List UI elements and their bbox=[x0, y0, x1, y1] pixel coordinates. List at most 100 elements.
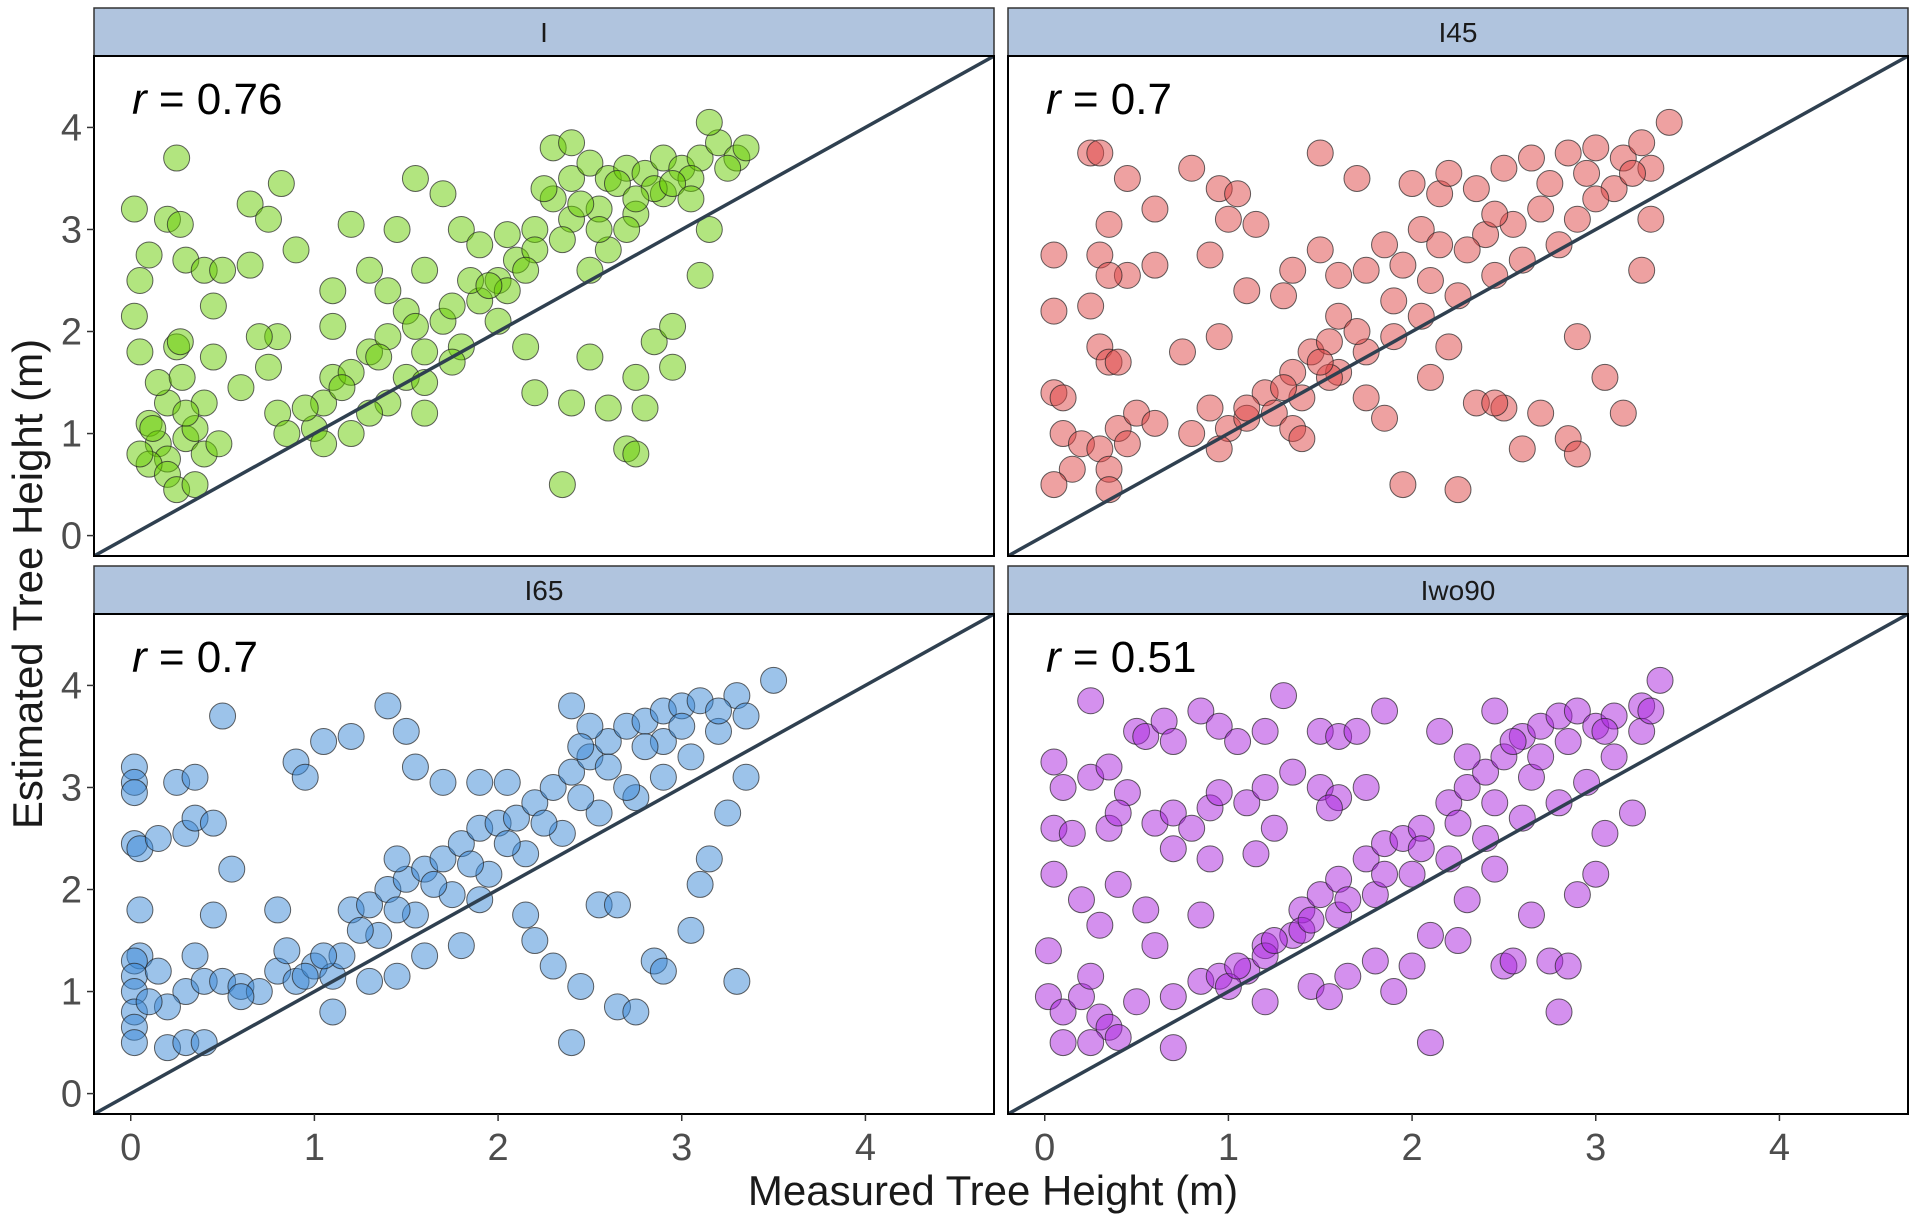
y-tick-label: 0 bbox=[61, 1074, 82, 1116]
x-tick-label: 2 bbox=[1402, 1127, 1423, 1169]
data-point bbox=[1600, 743, 1628, 771]
data-point bbox=[1187, 901, 1215, 929]
data-point bbox=[1554, 952, 1582, 980]
data-point bbox=[1609, 399, 1637, 427]
data-point bbox=[631, 733, 659, 761]
data-point bbox=[695, 215, 723, 243]
data-point bbox=[649, 957, 677, 985]
data-point bbox=[337, 420, 365, 448]
data-point bbox=[1426, 231, 1454, 259]
data-point bbox=[126, 338, 154, 366]
data-point bbox=[576, 149, 604, 177]
data-point bbox=[1453, 236, 1481, 264]
points-group bbox=[94, 56, 994, 556]
data-point bbox=[1279, 256, 1307, 284]
data-point bbox=[603, 170, 631, 198]
data-point bbox=[732, 763, 760, 791]
correlation-label: r = 0.7 bbox=[132, 633, 258, 682]
data-point bbox=[576, 343, 604, 371]
x-tick-label: 0 bbox=[1034, 1127, 1055, 1169]
data-point bbox=[319, 998, 347, 1026]
data-point bbox=[447, 215, 475, 243]
data-point bbox=[1178, 154, 1206, 182]
data-point bbox=[1141, 195, 1169, 223]
data-point bbox=[1563, 205, 1591, 233]
data-point bbox=[163, 144, 191, 172]
data-point bbox=[1058, 455, 1086, 483]
data-point bbox=[1352, 773, 1380, 801]
data-point bbox=[1205, 779, 1233, 807]
data-point bbox=[1196, 394, 1224, 422]
data-point bbox=[1224, 952, 1252, 980]
data-point bbox=[1407, 835, 1435, 863]
data-point bbox=[319, 277, 347, 305]
y-tick-label: 3 bbox=[61, 767, 82, 809]
data-point bbox=[168, 363, 196, 391]
data-point bbox=[1288, 425, 1316, 453]
data-point bbox=[1453, 743, 1481, 771]
panel-i: Ir = 0.76 0 1 2 3 4 bbox=[61, 7, 995, 558]
data-point bbox=[1297, 906, 1325, 934]
data-point bbox=[1453, 773, 1481, 801]
data-point bbox=[622, 363, 650, 391]
data-point bbox=[438, 348, 466, 376]
data-point bbox=[567, 784, 595, 812]
data-point bbox=[1563, 881, 1591, 909]
data-point bbox=[558, 1029, 586, 1057]
data-point bbox=[120, 779, 148, 807]
data-point bbox=[401, 753, 429, 781]
data-point bbox=[714, 154, 742, 182]
data-point bbox=[1159, 835, 1187, 863]
data-point bbox=[1453, 886, 1481, 914]
data-point bbox=[1637, 205, 1665, 233]
data-point bbox=[1582, 134, 1610, 162]
panels-layer: Ir = 0.76 0 1 2 3 4 I45 r = 0.7 I65 r = 0.7 0 1 2 3 4 0… bbox=[61, 7, 1909, 1169]
data-point bbox=[1095, 753, 1123, 781]
data-point bbox=[245, 323, 273, 351]
data-point bbox=[1034, 937, 1062, 965]
y-tick-label: 1 bbox=[61, 414, 82, 456]
data-point bbox=[1343, 318, 1371, 346]
data-point bbox=[1508, 435, 1536, 463]
data-point bbox=[273, 420, 301, 448]
panel-strip bbox=[1007, 565, 1909, 615]
data-point bbox=[1104, 799, 1132, 827]
data-point bbox=[1077, 687, 1105, 715]
data-point bbox=[1242, 840, 1270, 868]
data-point bbox=[1242, 210, 1270, 238]
correlation-label: r = 0.51 bbox=[1046, 633, 1196, 682]
data-point bbox=[447, 932, 475, 960]
data-point bbox=[558, 692, 586, 720]
data-point bbox=[120, 302, 148, 330]
data-point bbox=[1655, 108, 1683, 136]
data-point bbox=[493, 768, 521, 796]
data-point bbox=[1315, 794, 1343, 822]
data-point bbox=[512, 256, 540, 284]
data-point bbox=[659, 312, 687, 340]
data-point bbox=[1168, 338, 1196, 366]
data-point bbox=[686, 870, 714, 898]
data-point bbox=[558, 389, 586, 417]
panel-strip bbox=[1007, 7, 1909, 57]
data-point bbox=[1352, 256, 1380, 284]
data-point bbox=[1628, 256, 1656, 284]
data-point bbox=[1077, 962, 1105, 990]
data-point bbox=[383, 896, 411, 924]
data-point bbox=[677, 743, 705, 771]
data-point bbox=[199, 901, 227, 929]
data-point bbox=[126, 440, 154, 468]
data-point bbox=[139, 414, 167, 442]
data-point bbox=[1426, 717, 1454, 745]
data-point bbox=[1049, 384, 1077, 412]
data-point bbox=[1517, 901, 1545, 929]
data-point bbox=[1582, 860, 1610, 888]
data-point bbox=[1104, 1023, 1132, 1051]
data-point bbox=[1315, 983, 1343, 1011]
data-point bbox=[1591, 717, 1619, 745]
data-point bbox=[1490, 154, 1518, 182]
data-point bbox=[1159, 799, 1187, 827]
data-point bbox=[1086, 911, 1114, 939]
reference-line bbox=[1008, 56, 1908, 556]
x-tick-label: 1 bbox=[1218, 1127, 1239, 1169]
data-point bbox=[466, 231, 494, 259]
